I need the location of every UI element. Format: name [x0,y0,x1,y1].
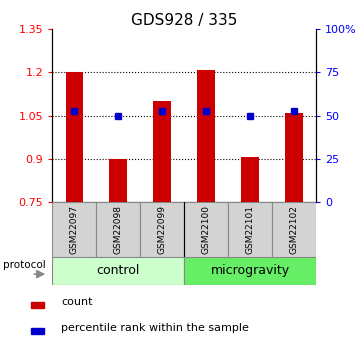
Bar [31,328,44,334]
Bar [140,202,184,257]
Text: protocol: protocol [3,260,45,270]
Text: GSM22097: GSM22097 [70,205,79,254]
Bar [241,157,259,202]
Bar [197,70,215,202]
Text: percentile rank within the sample: percentile rank within the sample [61,323,249,333]
Bar [153,101,171,202]
Text: GSM22100: GSM22100 [201,205,210,254]
Bar [184,202,228,257]
Text: count: count [61,297,93,306]
Bar [184,257,316,285]
Text: control: control [96,264,140,277]
Bar [52,202,96,257]
Text: GSM22098: GSM22098 [114,205,123,254]
Bar [65,72,83,202]
Text: GSM22102: GSM22102 [290,205,299,254]
Bar [272,202,316,257]
Bar [109,159,127,202]
Text: microgravity: microgravity [210,264,290,277]
Text: GSM22099: GSM22099 [158,205,167,254]
Bar [52,257,184,285]
Title: GDS928 / 335: GDS928 / 335 [131,13,237,28]
Bar [285,113,303,202]
Text: GSM22101: GSM22101 [245,205,255,254]
Bar [31,302,44,308]
Bar [228,202,272,257]
Bar [96,202,140,257]
